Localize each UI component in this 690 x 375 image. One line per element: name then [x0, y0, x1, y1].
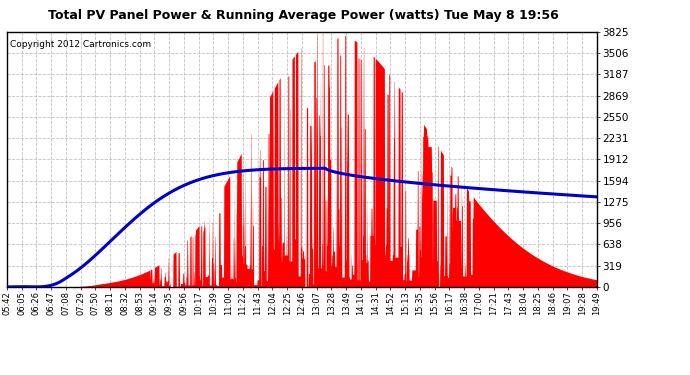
Text: Copyright 2012 Cartronics.com: Copyright 2012 Cartronics.com	[10, 39, 151, 48]
Text: Total PV Panel Power & Running Average Power (watts) Tue May 8 19:56: Total PV Panel Power & Running Average P…	[48, 9, 559, 22]
